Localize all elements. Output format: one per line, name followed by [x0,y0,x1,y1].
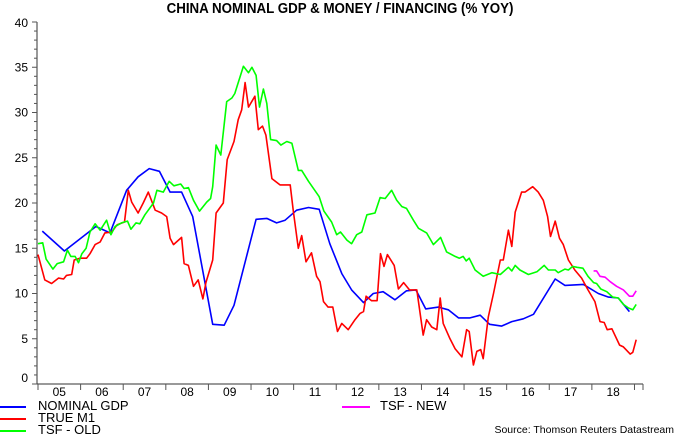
x-tick-label: 14 [436,385,450,399]
y-tick-label: 30 [15,106,29,120]
series-line-true-m1 [37,81,637,366]
legend-swatch-nominal-gdp [0,406,26,408]
x-tick-label: 17 [564,385,578,399]
x-tick-label: 18 [606,385,620,399]
x-tick-label: 12 [351,385,365,399]
legend-swatch-true-m1 [0,418,26,420]
x-tick-label: 09 [223,385,237,399]
axes [32,21,644,390]
y-tick-label: 10 [15,287,29,301]
legend-label-tsf-new: TSF - NEW [380,398,447,413]
x-tick-label: 13 [393,385,407,399]
legend-swatch-tsf-new [342,406,370,408]
y-tick-label: 25 [15,151,29,165]
x-tick-label: 05 [53,385,67,399]
x-tick-label: 16 [521,385,535,399]
x-tick-label: 08 [180,385,194,399]
y-tick-label: 20 [15,196,29,210]
y-tick-label: 15 [15,241,29,255]
source-note: Source: Thomson Reuters Datastream [494,424,674,436]
legend-swatch-tsf-old [0,430,26,432]
legend-label-true-m1: TRUE M1 [38,410,96,425]
chart-title: CHINA NOMINAL GDP & MONEY / FINANCING (%… [166,1,514,17]
x-tick-label: 15 [479,385,493,399]
y-tick-label: 0 [21,371,28,385]
series-lines [37,65,637,366]
series-line-tsf-old [37,65,637,311]
x-tick-label: 11 [309,385,322,399]
x-tick-label: 07 [138,385,152,399]
x-tick-label: 06 [95,385,109,399]
x-tick-label: 10 [266,385,280,399]
y-tick-label: 35 [15,60,29,74]
y-tick-label: 5 [21,332,28,346]
legend-label-tsf-old: TSF - OLD [38,422,101,437]
y-tick-label: 40 [15,16,29,30]
legend-label-nominal-gdp: NOMINAL GDP [38,398,129,413]
series-line-nominal-gdp [41,167,631,327]
series-line-tsf-new [593,270,637,298]
